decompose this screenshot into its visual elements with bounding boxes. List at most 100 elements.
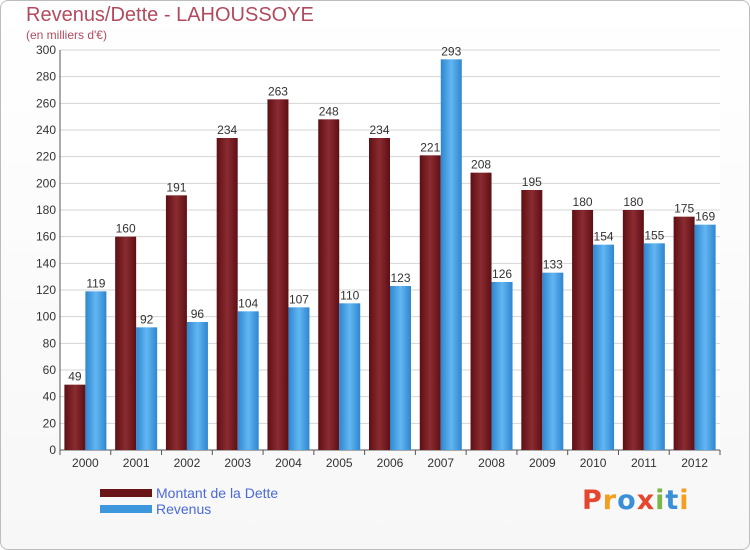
labels: 0 20 40 60 80 100 120 140 160 180 200 220 240 260 280 3… — [36, 43, 715, 470]
y-tick-label: 300 — [36, 43, 56, 57]
data-label: 191 — [166, 180, 186, 194]
y-tick-label: 220 — [36, 150, 56, 164]
data-label: 221 — [420, 140, 440, 154]
data-label: 107 — [289, 292, 309, 306]
data-label: 180 — [573, 195, 593, 209]
data-label: 293 — [441, 44, 461, 58]
legend-label-debt: Montant de la Dette — [156, 485, 279, 501]
data-label: 133 — [543, 258, 563, 272]
legend-label-revenus: Revenus — [156, 501, 212, 517]
legend-swatch-revenus — [100, 505, 152, 513]
bar-dette — [673, 216, 695, 450]
bar-revenus — [390, 286, 411, 450]
x-tick-label: 2005 — [326, 456, 353, 470]
data-label: 154 — [594, 230, 614, 244]
bar-dette — [267, 99, 289, 450]
bar-revenus — [136, 327, 158, 450]
bar-dette — [216, 138, 238, 450]
x-tick-label: 2003 — [224, 456, 251, 470]
brand-letter: i — [655, 485, 666, 516]
bar-revenus — [339, 303, 361, 450]
bar-dette — [165, 195, 187, 450]
bar-revenus — [542, 272, 564, 450]
bar-dette — [622, 210, 644, 450]
y-tick-label: 240 — [36, 123, 56, 137]
data-label: 104 — [238, 296, 258, 310]
data-label: 195 — [522, 175, 542, 189]
x-tick-label: 2009 — [529, 456, 556, 470]
y-tick-label: 20 — [43, 416, 57, 430]
y-tick-label: 80 — [43, 336, 57, 350]
bar-revenus — [186, 322, 208, 450]
legend-swatch-debt — [100, 489, 152, 497]
brand-letter: P — [582, 485, 603, 516]
data-label: 49 — [68, 370, 82, 384]
bar-revenus — [491, 282, 513, 450]
bar-revenus — [593, 244, 615, 450]
y-tick-label: 100 — [36, 310, 56, 324]
proxiti-logo: Proxiti — [582, 485, 690, 516]
data-label: 126 — [492, 267, 512, 281]
data-label: 160 — [116, 222, 136, 236]
bar-dette — [318, 119, 340, 450]
y-tick-label: 200 — [36, 176, 56, 190]
y-tick-label: 60 — [43, 363, 57, 377]
data-label: 110 — [340, 288, 359, 302]
bar-revenus — [85, 291, 107, 450]
legend: Montant de la Dette Revenus — [100, 485, 278, 517]
x-tick-label: 2002 — [174, 456, 201, 470]
data-label: 208 — [471, 158, 491, 172]
bar-revenus — [643, 243, 665, 450]
y-tick-label: 140 — [36, 256, 56, 270]
y-tick-label: 120 — [36, 283, 56, 297]
data-label: 92 — [140, 312, 154, 326]
bar-dette — [115, 236, 137, 450]
y-tick-label: 40 — [43, 390, 57, 404]
x-tick-label: 2004 — [275, 456, 302, 470]
brand-letter: o — [617, 485, 637, 516]
y-tick-label: 160 — [36, 230, 56, 244]
x-tick-label: 2001 — [123, 456, 150, 470]
y-tick-label: 180 — [36, 203, 56, 217]
brand-letter: i — [679, 485, 690, 516]
chart-title: Revenus/Dette - LAHOUSSOYE — [26, 4, 314, 26]
data-label: 123 — [390, 271, 410, 285]
data-label: 234 — [369, 123, 389, 137]
bar-revenus — [694, 224, 716, 450]
x-tick-label: 2000 — [72, 456, 99, 470]
chart-subtitle: (en milliers d'€) — [26, 28, 107, 42]
x-tick-label: 2010 — [580, 456, 607, 470]
legend-item-debt: Montant de la Dette — [100, 485, 278, 501]
y-tick-label: 260 — [36, 96, 56, 110]
bar-revenus — [288, 307, 310, 450]
bar-dette — [521, 190, 543, 450]
brand-letter: r — [602, 485, 618, 516]
data-label: 234 — [217, 123, 237, 137]
bar-revenus — [237, 311, 259, 450]
bar-dette — [572, 210, 594, 450]
bars — [64, 59, 716, 451]
data-label: 180 — [623, 195, 643, 209]
y-tick-label: 0 — [49, 443, 56, 457]
x-tick-label: 2006 — [377, 456, 404, 470]
brand-letter: t — [665, 485, 680, 516]
bar-dette — [64, 384, 86, 450]
data-label: 248 — [319, 104, 339, 118]
bar-revenus — [440, 59, 462, 450]
data-label: 263 — [268, 84, 288, 98]
data-label: 119 — [86, 276, 105, 290]
data-label: 169 — [695, 210, 715, 224]
x-tick-label: 2012 — [681, 456, 708, 470]
x-tick-label: 2007 — [427, 456, 454, 470]
y-tick-label: 280 — [36, 70, 56, 84]
x-tick-label: 2008 — [478, 456, 505, 470]
bar-dette — [470, 172, 492, 450]
brand-letter: x — [636, 485, 656, 516]
data-label: 96 — [191, 307, 205, 321]
bar-dette — [369, 138, 390, 450]
x-tick-label: 2011 — [631, 456, 657, 470]
bar-dette — [419, 155, 441, 451]
data-label: 155 — [644, 228, 664, 242]
legend-item-revenus: Revenus — [100, 501, 278, 517]
